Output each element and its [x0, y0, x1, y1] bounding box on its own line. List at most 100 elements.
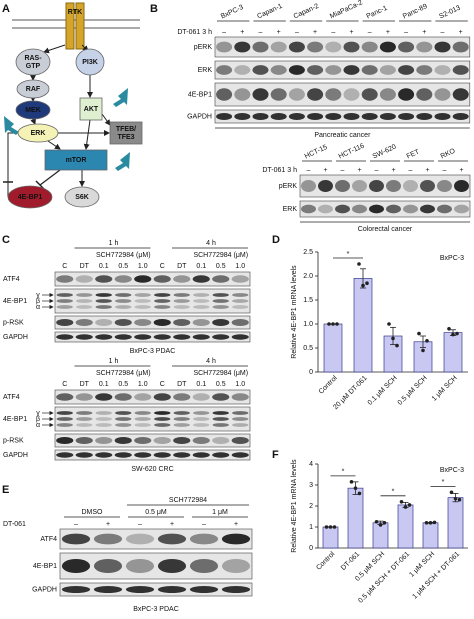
- cell-line-label: Panc-1: [365, 5, 388, 21]
- band: [95, 423, 112, 427]
- band: [95, 334, 113, 340]
- lane-label: 0.5: [216, 263, 226, 270]
- y-tick-label: 0: [309, 545, 313, 552]
- band: [216, 88, 233, 101]
- band: [231, 334, 249, 340]
- band: [134, 275, 152, 283]
- band: [134, 293, 151, 297]
- row-label: ERK: [283, 206, 298, 213]
- data-point: [365, 281, 369, 286]
- band: [454, 180, 469, 192]
- band: [325, 112, 342, 121]
- lane-label: C: [62, 263, 67, 270]
- band: [398, 41, 415, 53]
- row-label: ATF4: [3, 276, 20, 283]
- row-label: GAPDH: [3, 452, 28, 459]
- band: [379, 65, 396, 75]
- row-label: GAPDH: [3, 334, 28, 341]
- y-tick-label: 1.5: [303, 297, 313, 304]
- band: [232, 423, 249, 427]
- lane-label: C: [62, 381, 67, 388]
- lane-label: 0.1: [196, 263, 206, 270]
- band: [75, 275, 93, 283]
- band: [221, 558, 251, 574]
- band: [189, 558, 219, 574]
- band: [173, 293, 190, 297]
- lane-sign: +: [234, 521, 238, 528]
- band: [157, 558, 187, 574]
- band: [403, 204, 418, 214]
- y-tick-label: 4: [309, 461, 313, 468]
- band: [252, 65, 269, 75]
- band: [212, 452, 230, 458]
- significance-label: *: [442, 479, 445, 486]
- band: [157, 533, 187, 545]
- band: [398, 112, 415, 121]
- band: [369, 180, 384, 192]
- lane-sign: –: [404, 29, 408, 36]
- band: [212, 417, 229, 421]
- band: [56, 411, 73, 415]
- cell-line-label: S2-013: [438, 5, 462, 21]
- data-point: [387, 322, 391, 326]
- band: [76, 423, 93, 427]
- band: [379, 88, 396, 101]
- row-label: pERK: [194, 44, 213, 51]
- lane-label: 0.5: [118, 381, 128, 388]
- y-tick-label: 0.5: [303, 345, 313, 352]
- node-label: RAS-: [24, 55, 42, 62]
- band: [379, 41, 396, 53]
- lane-sign: +: [313, 29, 317, 36]
- y-tick-label: 2.5: [303, 249, 313, 256]
- cell-line-label: FET: [406, 148, 422, 160]
- band: [452, 41, 469, 53]
- data-point: [361, 283, 365, 288]
- band: [114, 275, 132, 283]
- band: [252, 112, 269, 121]
- band: [153, 275, 171, 283]
- band: [270, 65, 287, 75]
- band: [434, 41, 451, 53]
- x-tick-label: 1 μM SCH: [431, 375, 459, 403]
- band: [318, 204, 333, 214]
- band: [95, 305, 112, 309]
- band: [56, 436, 74, 445]
- lane-label: 0.1: [196, 381, 206, 388]
- lane-sign: –: [409, 167, 413, 174]
- band: [125, 533, 155, 545]
- blot: [54, 449, 251, 461]
- lane-label: 0.5: [118, 263, 128, 270]
- treatment-label: DT-061 3 h: [262, 167, 297, 174]
- band: [335, 180, 350, 192]
- band: [270, 41, 287, 53]
- band: [232, 293, 249, 297]
- band: [212, 305, 229, 309]
- row-label: ATF4: [40, 536, 57, 543]
- band: [434, 65, 451, 75]
- y-axis-label: Relative 4E-BP1 mRNA levels: [291, 265, 298, 359]
- data-point: [424, 521, 429, 525]
- band: [95, 452, 113, 458]
- data-point: [425, 339, 429, 343]
- lane-sign: +: [277, 29, 281, 36]
- pathway-node: [15, 48, 51, 76]
- caption: SW-620 CRC: [131, 466, 173, 473]
- node-label: PI3K: [82, 59, 98, 66]
- data-point: [349, 480, 354, 484]
- data-point: [391, 336, 395, 341]
- band: [232, 299, 249, 303]
- row-label: GAPDH: [187, 113, 212, 120]
- band: [75, 436, 93, 445]
- band: [288, 112, 305, 121]
- pathway-node: [64, 186, 100, 208]
- band: [56, 452, 74, 458]
- band: [325, 41, 342, 53]
- panel-label: C: [2, 234, 10, 246]
- pathway-node: [79, 97, 103, 121]
- band: [115, 417, 132, 421]
- band: [361, 88, 378, 101]
- row-label: 4E-BP1: [3, 298, 27, 305]
- band: [232, 411, 249, 415]
- row-label: p-RSK: [3, 319, 24, 326]
